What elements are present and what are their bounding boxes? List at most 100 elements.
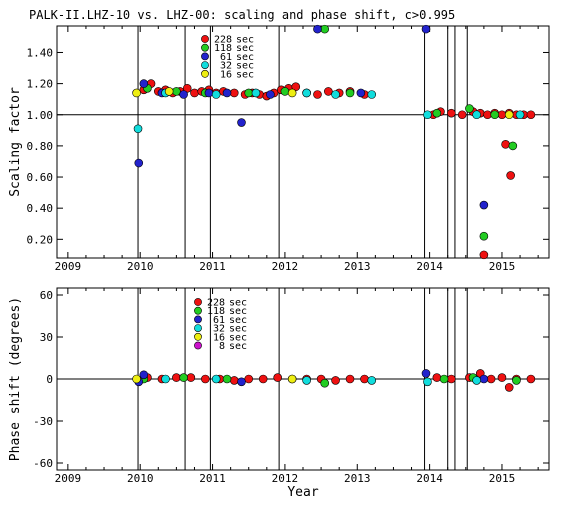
data-point-16-sec — [164, 87, 174, 96]
data-point-228-sec — [432, 373, 442, 382]
data-point-61-sec — [266, 90, 275, 99]
x-tick-label: 2013 — [344, 260, 371, 273]
y-tick-label: 60 — [40, 289, 53, 302]
data-point-61-sec — [421, 369, 431, 378]
x-tick-label: 2011 — [199, 472, 226, 485]
data-point-228-sec — [457, 110, 467, 120]
data-point-228-sec — [258, 374, 268, 384]
data-point-32-sec — [367, 376, 377, 385]
data-point-118-sec — [490, 110, 500, 120]
x-tick-label: 2014 — [416, 260, 443, 273]
legend-marker — [201, 52, 209, 61]
legend-label: 16 — [220, 69, 232, 80]
data-point-228-sec — [229, 376, 239, 385]
y-tick-label: -60 — [33, 457, 53, 470]
data-point-61-sec — [479, 200, 489, 210]
x-tick-label: 2011 — [199, 260, 226, 273]
legend-unit: sec — [229, 298, 247, 309]
data-point-228-sec — [172, 373, 181, 382]
legend-marker — [194, 341, 202, 350]
y-tick-label: 0.40 — [27, 202, 54, 215]
data-point-61-sec — [421, 24, 431, 34]
data-point-32-sec — [472, 110, 481, 120]
data-point-61-sec — [237, 118, 246, 127]
data-point-228-sec — [229, 88, 239, 98]
legend-unit: sec — [236, 61, 254, 72]
data-point-118-sec — [432, 108, 442, 118]
data-point-228-sec — [273, 373, 282, 382]
data-point-228-sec — [479, 250, 489, 260]
x-tick-label: 2015 — [489, 260, 516, 273]
data-point-61-sec — [356, 88, 366, 98]
data-point-16-sec — [132, 374, 141, 384]
data-point-228-sec — [504, 383, 514, 392]
data-point-118-sec — [172, 87, 181, 96]
legend-label: 228 — [214, 35, 232, 46]
data-point-32-sec — [331, 90, 340, 99]
plot-frame — [56, 25, 550, 259]
x-tick-label: 2014 — [416, 472, 443, 485]
legend-unit: sec — [236, 69, 254, 80]
y-tick-label: 0.80 — [27, 140, 54, 153]
legend-label: 16 — [213, 332, 225, 343]
data-point-61-sec — [222, 88, 232, 98]
data-point-228-sec — [201, 374, 210, 384]
x-tick-label: 2012 — [272, 260, 299, 273]
legend-label: 61 — [213, 315, 225, 326]
legend-marker — [201, 69, 209, 78]
y-tick-label: 0.20 — [27, 233, 54, 246]
x-tick-label: 2015 — [489, 472, 516, 485]
data-point-228-sec — [526, 110, 536, 120]
x-tick-label: 2009 — [55, 472, 82, 485]
legend-unit: sec — [236, 35, 254, 46]
y-tick-label: 1.00 — [27, 109, 54, 122]
data-point-228-sec — [244, 374, 254, 384]
data-point-228-sec — [497, 110, 507, 120]
x-tick-label: 2010 — [127, 260, 154, 273]
scaling-panel: 2009 2010 2011 2012 2013 2014 2015 0.20 0.40 0.60… — [8, 24, 550, 273]
data-point-228-sec — [331, 376, 340, 385]
legend-label: 32 — [220, 61, 232, 72]
y-tick-label: -30 — [33, 415, 53, 428]
y-tick-label: 1.40 — [27, 46, 54, 59]
legend-label: 118 — [214, 43, 232, 54]
legend-unit: sec — [229, 332, 247, 343]
legend-unit: sec — [229, 324, 247, 335]
data-point-32-sec — [133, 124, 143, 134]
data-point-32-sec — [211, 374, 221, 384]
data-point-32-sec — [423, 377, 432, 387]
legend-marker — [201, 43, 209, 52]
data-point-118-sec — [508, 141, 518, 151]
data-point-228-sec — [190, 88, 199, 98]
data-point-228-sec — [497, 373, 507, 382]
data-point-16-sec — [287, 374, 297, 384]
x-tick-label: 2013 — [344, 472, 371, 485]
data-point-228-sec — [360, 374, 369, 384]
legend-label: 61 — [220, 52, 232, 63]
data-point-228-sec — [186, 373, 196, 382]
legend-marker — [201, 35, 209, 43]
y-tick-label: 0 — [46, 373, 53, 386]
legend-marker — [194, 332, 202, 341]
data-point-118-sec — [244, 88, 254, 98]
data-point-118-sec — [439, 374, 449, 384]
legend-unit: sec — [229, 315, 247, 326]
legend-label: 118 — [207, 306, 225, 317]
x-tick-label: 2012 — [272, 472, 299, 485]
data-point-32-sec — [423, 110, 432, 120]
data-point-118-sec — [179, 373, 188, 382]
data-point-118-sec — [512, 376, 521, 385]
data-point-118-sec — [222, 374, 232, 384]
legend-marker — [194, 315, 202, 324]
phase-panel: 2009 2010 2011 2012 2013 2014 2015 -60 -30 0 30 60 P… — [8, 287, 550, 485]
data-point-32-sec — [161, 374, 170, 384]
x-tick-label: 2010 — [127, 472, 154, 485]
data-point-228-sec — [345, 374, 355, 384]
data-point-228-sec — [447, 108, 456, 118]
data-point-228-sec — [447, 374, 456, 384]
legend-unit: sec — [229, 341, 247, 352]
figure-title: PALK-II.LHZ-10 vs. LHZ-00: scaling and p… — [29, 8, 455, 22]
data-point-228-sec — [483, 110, 492, 120]
y-tick-label: 30 — [40, 331, 53, 344]
data-point-118-sec — [345, 88, 355, 98]
